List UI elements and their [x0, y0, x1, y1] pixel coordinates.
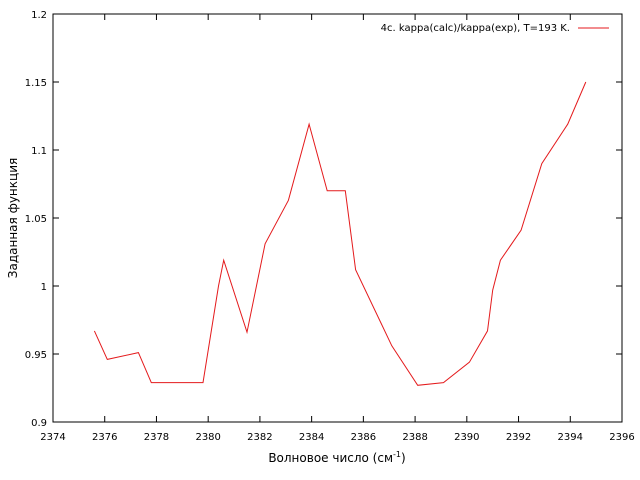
- y-tick-label: 0.95: [25, 350, 47, 361]
- y-tick-label: 1.1: [31, 146, 47, 157]
- legend-label: 4c. kappa(calc)/kappa(exp), T=193 K.: [381, 23, 570, 34]
- x-tick-label: 2378: [144, 432, 169, 443]
- axis-ticks: 2374 2376 2378 2380 2382 2384 2386 2388 2390 2392…: [25, 10, 635, 443]
- y-tick-label: 0.9: [31, 418, 47, 429]
- x-tick-label: 2376: [92, 432, 117, 443]
- x-tick-label: 2388: [402, 432, 427, 443]
- x-tick-label: 2386: [351, 432, 376, 443]
- y-tick-label: 1.05: [25, 214, 47, 225]
- x-tick-label: 2382: [247, 432, 272, 443]
- y-tick-label: 1: [41, 282, 47, 293]
- x-tick-label: 2380: [195, 432, 220, 443]
- y-axis-label: Заданная функция: [6, 158, 20, 278]
- x-tick-label: 2392: [506, 432, 531, 443]
- series-layer: [93, 81, 587, 386]
- series-line-0: [93, 81, 587, 386]
- x-tick-label: 2374: [40, 432, 65, 443]
- legend: 4c. kappa(calc)/kappa(exp), T=193 K.: [381, 23, 609, 34]
- plot-frame: [52, 13, 623, 423]
- x-axis-label: Волновое число (см-1): [268, 450, 405, 465]
- y-tick-label: 1.2: [31, 10, 47, 21]
- x-tick-label: 2394: [558, 432, 583, 443]
- x-tick-label: 2390: [454, 432, 479, 443]
- x-tick-label: 2384: [299, 432, 324, 443]
- y-tick-label: 1.15: [25, 78, 47, 89]
- x-tick-label: 2396: [609, 432, 634, 443]
